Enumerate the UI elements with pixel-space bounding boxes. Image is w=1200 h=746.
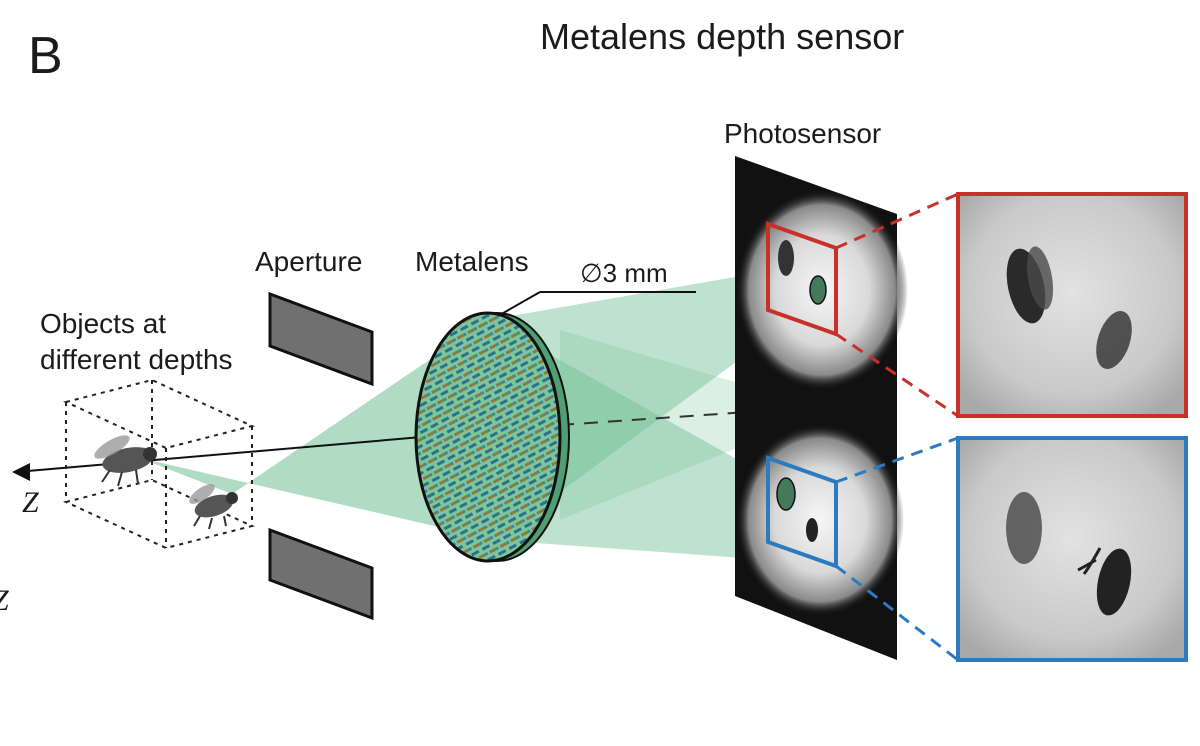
zoom-connectors: [835, 192, 959, 662]
z-axis-arrowhead: [12, 463, 30, 481]
aperture-bottom: [268, 527, 374, 621]
light-cones: [140, 270, 830, 560]
objects-label-line-2: different depths: [40, 344, 233, 375]
metalens-label: Metalens: [415, 246, 529, 277]
metalens: [414, 291, 696, 563]
figure-title: Metalens depth sensor: [540, 16, 905, 57]
input-light-cone: [140, 320, 495, 540]
panel-letter: B: [28, 27, 63, 85]
aperture-top: [268, 291, 374, 387]
diameter-label: ∅3 mm: [580, 258, 668, 288]
objects-label-line-1: Objects at: [40, 308, 167, 339]
crossing-cone: [560, 330, 830, 520]
diameter-leader: [497, 291, 541, 317]
inset-far-focus: [956, 436, 1188, 662]
fly-near-icon: [94, 435, 157, 487]
objects-label: Objects at different depths: [40, 306, 233, 378]
photosensor: [735, 156, 908, 660]
z-axis-label-cropped: Z: [0, 584, 9, 618]
inset-near-focus: [956, 192, 1188, 418]
fly-far-icon: [189, 484, 238, 530]
depth-cube: [63, 378, 255, 550]
photosensor-label: Photosensor: [724, 118, 882, 149]
z-axis-label: Z: [22, 486, 39, 519]
lower-output-cone: [488, 320, 810, 560]
aperture-label: Aperture: [255, 246, 363, 277]
lower-focus-spot: [736, 424, 904, 616]
